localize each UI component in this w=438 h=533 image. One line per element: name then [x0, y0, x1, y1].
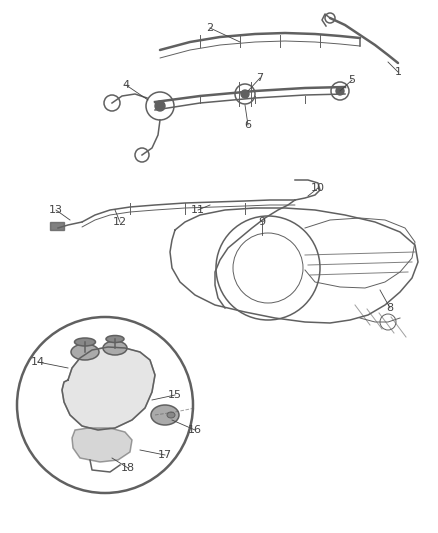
Text: 4: 4 [123, 80, 130, 90]
Text: 11: 11 [191, 205, 205, 215]
Text: 12: 12 [113, 217, 127, 227]
Circle shape [336, 87, 344, 95]
Text: 18: 18 [121, 463, 135, 473]
Ellipse shape [103, 341, 127, 355]
Bar [50, 222, 64, 230]
Circle shape [155, 101, 165, 111]
Text: 13: 13 [49, 205, 63, 215]
Text: 8: 8 [386, 303, 394, 313]
Polygon shape [72, 428, 132, 462]
Ellipse shape [74, 338, 95, 346]
Ellipse shape [167, 412, 175, 418]
Text: 9: 9 [258, 217, 265, 227]
Text: 17: 17 [158, 450, 172, 460]
Ellipse shape [151, 405, 179, 425]
Ellipse shape [71, 344, 99, 360]
Text: 14: 14 [31, 357, 45, 367]
Text: 2: 2 [206, 23, 214, 33]
Text: 1: 1 [395, 67, 402, 77]
Polygon shape [62, 347, 155, 430]
Text: 16: 16 [188, 425, 202, 435]
Text: 6: 6 [244, 120, 251, 130]
Text: 10: 10 [311, 183, 325, 193]
Text: 15: 15 [168, 390, 182, 400]
Circle shape [241, 90, 249, 98]
Text: 7: 7 [256, 73, 264, 83]
Text: 5: 5 [349, 75, 356, 85]
Ellipse shape [106, 335, 124, 343]
